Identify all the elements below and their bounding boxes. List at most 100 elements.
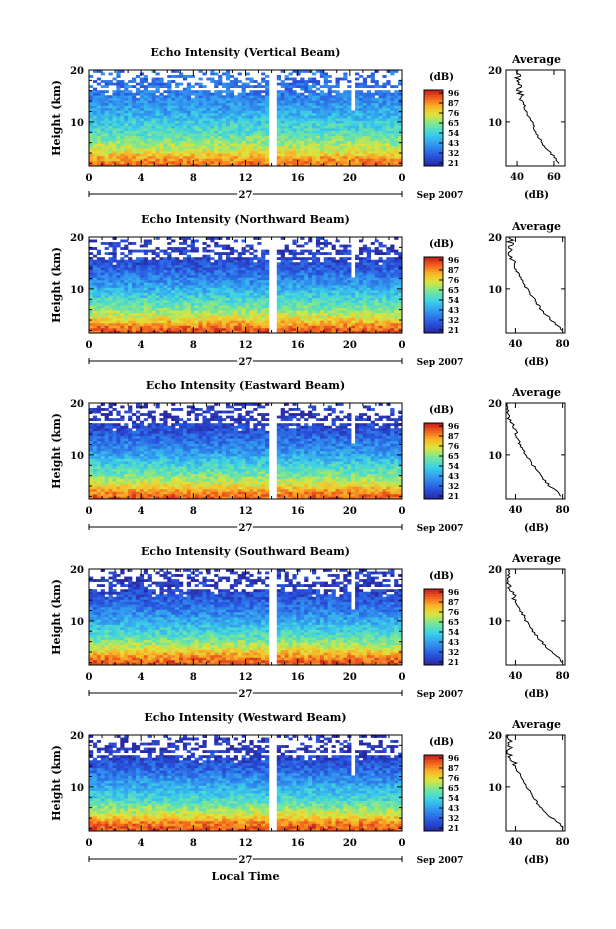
heatmap-cell — [315, 287, 321, 291]
heatmap-cell — [280, 125, 285, 129]
heatmap-cell — [374, 155, 379, 159]
heatmap-cell — [355, 85, 360, 88]
heatmap-cell — [241, 312, 246, 316]
heatmap-cell — [214, 102, 219, 106]
heatmap-cell — [100, 123, 105, 126]
heatmap-cell — [155, 110, 160, 114]
heatmap-cell — [155, 264, 160, 268]
heatmap-cell — [139, 80, 145, 83]
heatmap-cell — [128, 125, 133, 129]
heatmap-cell — [182, 87, 188, 91]
heatmap-cell — [194, 143, 199, 147]
heatmap-cell — [182, 77, 188, 81]
heatmap-cell — [210, 145, 215, 149]
heatmap-cell — [323, 325, 328, 329]
heatmap-cell — [128, 330, 133, 334]
heatmap-cell — [237, 112, 242, 116]
heatmap-cell — [139, 72, 145, 76]
heatmap-cell — [331, 120, 336, 124]
heatmap-cell — [347, 277, 352, 281]
heatmap-cell — [249, 269, 254, 273]
heatmap-cell — [308, 105, 313, 109]
heatmap-cell — [386, 327, 391, 331]
heatmap-cell — [225, 155, 231, 159]
heatmap-cell — [304, 310, 309, 314]
heatmap-cell — [296, 322, 301, 326]
heatmap-cell — [147, 310, 152, 314]
heatmap-cell — [308, 138, 313, 142]
heatmap-cell — [378, 317, 383, 321]
heatmap-cell — [194, 100, 199, 104]
heatmap-cell — [116, 112, 121, 116]
heatmap-cell — [323, 307, 328, 311]
heatmap-cell — [198, 155, 203, 159]
heatmap-cell — [182, 285, 188, 288]
heatmap-cell — [135, 123, 141, 126]
heatmap-cell — [347, 287, 352, 291]
heatmap-cell — [265, 107, 270, 111]
heatmap-cell — [155, 327, 160, 331]
heatmap-cell — [261, 125, 266, 129]
heatmap-cell — [351, 302, 356, 306]
heatmap-cell — [280, 287, 285, 291]
heatmap-cell — [104, 138, 109, 142]
heatmap-cell — [229, 305, 235, 309]
heatmap-cell — [327, 130, 332, 134]
heatmap-cell — [280, 128, 285, 131]
heatmap-cell — [343, 105, 348, 109]
heatmap-cell — [198, 312, 203, 316]
heatmap-cell — [323, 277, 328, 281]
heatmap-cell — [190, 272, 195, 276]
heatmap-cell — [362, 317, 368, 321]
heatmap-cell — [206, 285, 211, 288]
heatmap-cell — [292, 135, 297, 139]
heatmap-cell — [390, 92, 395, 96]
heatmap-cell — [171, 92, 176, 96]
heatmap-cell — [300, 143, 305, 147]
heatmap-cell — [237, 120, 242, 124]
heatmap-cell — [327, 85, 332, 88]
heatmap-cell — [210, 153, 215, 157]
heatmap-cell — [382, 75, 387, 78]
heatmap-cell — [151, 317, 156, 321]
heatmap-cell — [276, 274, 282, 278]
heatmap-cell — [159, 133, 164, 136]
heatmap-cell — [186, 269, 192, 273]
heatmap-cell — [104, 279, 109, 283]
heatmap-cell — [135, 115, 141, 119]
heatmap-cell — [124, 128, 129, 131]
heatmap-cell — [284, 135, 289, 139]
heatmap-cell — [358, 160, 364, 164]
heatmap-cell — [257, 295, 262, 298]
heatmap-cell — [143, 274, 148, 278]
heatmap-cell — [108, 292, 113, 296]
heatmap-cell — [343, 77, 348, 81]
heatmap-cell — [280, 262, 285, 266]
heatmap-cell — [312, 330, 317, 334]
heatmap-cell — [319, 85, 325, 88]
heatmap-cell — [366, 262, 371, 266]
heatmap-cell — [222, 277, 227, 281]
heatmap-cell — [182, 105, 188, 109]
heatmap-cell — [315, 300, 321, 303]
heatmap-cell — [292, 272, 297, 276]
heatmap-cell — [378, 100, 383, 104]
heatmap-cell — [139, 317, 145, 321]
heatmap-cell — [155, 279, 160, 283]
heatmap-cell — [108, 279, 113, 283]
heatmap-cell — [139, 257, 145, 261]
heatmap-cell — [198, 70, 203, 73]
heatmap-cell — [253, 322, 258, 326]
heatmap-cell — [382, 135, 387, 139]
heatmap-cell — [351, 150, 356, 154]
heatmap-cell — [151, 143, 156, 147]
heatmap-cell — [128, 282, 133, 286]
heatmap-cell — [124, 120, 129, 124]
heatmap-cell — [159, 150, 164, 154]
heatmap-cell — [206, 315, 211, 319]
heatmap-cell — [222, 107, 227, 111]
heatmap-cell — [206, 100, 211, 104]
heatmap-cell — [229, 120, 235, 124]
heatmap-cell — [186, 123, 192, 126]
heatmap-cell — [225, 135, 231, 139]
